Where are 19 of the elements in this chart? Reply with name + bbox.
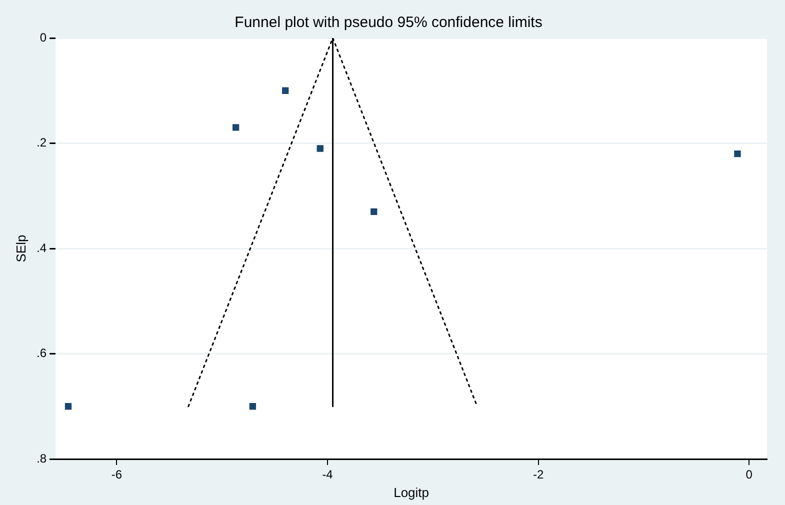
y-tick-label: .6 xyxy=(36,346,47,360)
point xyxy=(232,124,240,131)
point xyxy=(64,403,72,410)
x-tick-label: 0 xyxy=(746,468,753,482)
x-tick-label: -4 xyxy=(322,468,334,482)
x-axis-title: Logitp xyxy=(394,484,430,500)
y-tick-label: .4 xyxy=(36,240,47,255)
y-tick-label: .2 xyxy=(36,136,47,150)
x-tick-label: -6 xyxy=(111,468,122,482)
point xyxy=(370,208,378,215)
y-axis-title: SElp xyxy=(13,234,28,262)
point xyxy=(249,403,256,410)
point xyxy=(316,145,324,152)
point xyxy=(734,150,741,158)
y-tick-label: 0 xyxy=(40,30,47,44)
y-tick-label: .8 xyxy=(36,451,47,466)
point xyxy=(282,87,289,94)
chart-title: Funnel plot with pseudo 95% confidence limits xyxy=(234,14,542,32)
x-tick-label: -2 xyxy=(532,468,544,482)
